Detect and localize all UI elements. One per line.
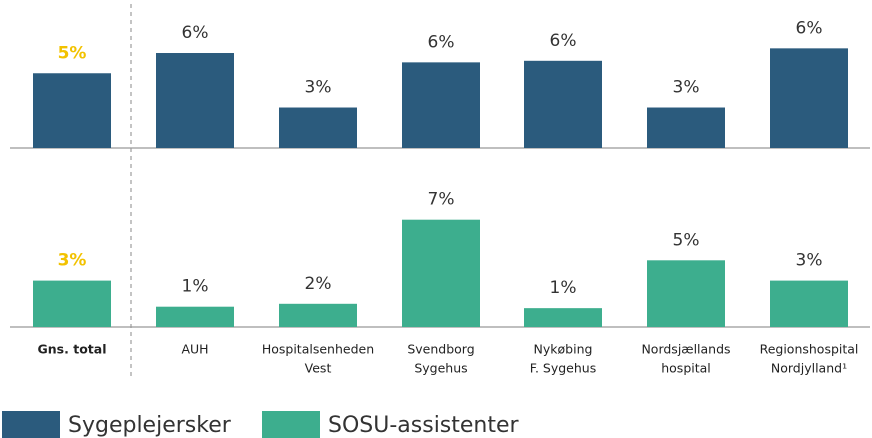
bar	[770, 48, 848, 148]
category-label: Hospitalsenheden	[262, 342, 374, 357]
value-label: 3%	[796, 251, 823, 271]
bar	[156, 53, 234, 149]
legend-swatch	[2, 411, 60, 438]
category-label: Svendborg	[407, 342, 474, 357]
bar	[279, 107, 357, 148]
value-label: 3%	[58, 251, 87, 271]
legend-label: Sygeplejersker	[68, 413, 232, 438]
bar	[524, 308, 602, 327]
bar	[279, 303, 357, 327]
legend-swatch	[262, 411, 320, 438]
value-label: 3%	[673, 78, 700, 98]
category-label: Regionshospital	[760, 342, 859, 357]
value-label: 6%	[796, 18, 823, 38]
bar	[770, 280, 848, 327]
value-label: 7%	[428, 190, 455, 210]
value-label: 5%	[58, 43, 87, 63]
bar	[524, 60, 602, 148]
value-label: 1%	[182, 277, 209, 297]
category-label: AUH	[181, 342, 208, 357]
category-label: Nordjylland¹	[771, 361, 847, 376]
value-label: 6%	[428, 32, 455, 52]
category-label: F. Sygehus	[530, 361, 596, 376]
value-label: 1%	[550, 278, 577, 298]
value-label: 6%	[182, 23, 209, 43]
bar	[402, 62, 480, 148]
value-label: 2%	[305, 274, 332, 294]
category-label: hospital	[661, 361, 711, 376]
category-label: Gns. total	[38, 342, 107, 357]
category-label: Sygehus	[414, 361, 467, 376]
bar	[33, 73, 111, 148]
value-label: 5%	[673, 230, 700, 250]
bar	[156, 306, 234, 327]
bar	[647, 107, 725, 148]
bar	[402, 219, 480, 327]
value-label: 3%	[305, 78, 332, 98]
category-label: Nykøbing	[534, 342, 593, 357]
bar	[33, 280, 111, 327]
category-label: Vest	[305, 361, 332, 376]
legend-label: SOSU-assistenter	[328, 413, 520, 438]
value-label: 6%	[550, 31, 577, 51]
category-label: Nordsjællands	[641, 342, 730, 357]
bar	[647, 260, 725, 327]
